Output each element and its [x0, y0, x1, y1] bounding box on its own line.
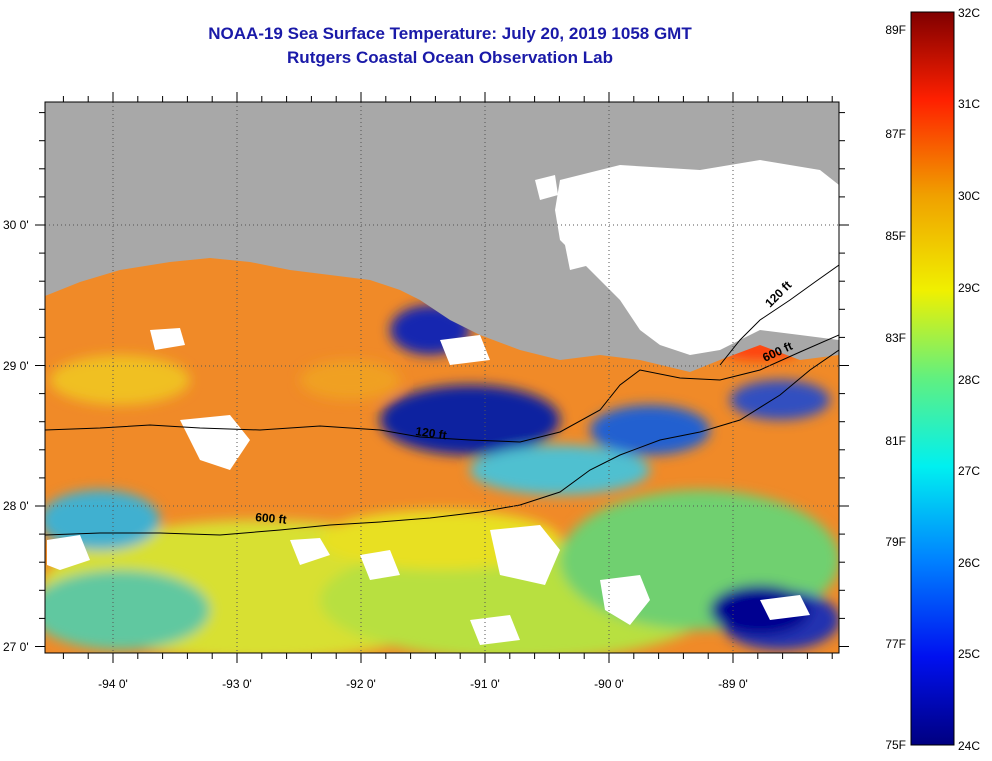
map-frame	[44, 101, 840, 654]
cloud-patch	[565, 240, 590, 270]
colorbar-c-label: 31C	[958, 97, 980, 111]
temperature-patch	[300, 360, 400, 400]
map-subtitle: Rutgers Coastal Ocean Observation Lab	[287, 48, 613, 67]
temperature-patch	[730, 380, 830, 420]
lat-label: 28 0'	[3, 499, 29, 513]
colorbar-f-label: 85F	[885, 229, 906, 243]
cloud-patch	[535, 175, 558, 200]
colorbar-c-label: 24C	[958, 739, 980, 753]
isobath-120ft-east	[719, 264, 839, 366]
lon-label: -89 0'	[718, 677, 748, 691]
lat-label: 29 0'	[3, 359, 29, 373]
lon-label: -90 0'	[594, 677, 624, 691]
colorbar-c-label: 29C	[958, 281, 980, 295]
isobath-120ft	[45, 334, 839, 443]
temperature-patch	[45, 570, 210, 650]
temperature-patch	[470, 445, 650, 495]
cloud-patch	[360, 550, 400, 580]
graticule	[45, 102, 839, 653]
marsh-cloud-area	[555, 160, 839, 355]
map-title: NOAA-19 Sea Surface Temperature: July 20…	[208, 24, 692, 43]
cloud-patch	[440, 335, 490, 365]
contour-label-600ft: 600 ft	[255, 510, 287, 527]
colorbar-c-label: 27C	[958, 464, 980, 478]
temperature-patch	[590, 405, 710, 455]
cloud-patch	[47, 535, 90, 570]
colorbar-f-label: 87F	[885, 127, 906, 141]
cloud-patch	[290, 538, 330, 565]
colorbar-c-label: 28C	[958, 373, 980, 387]
cloud-patch	[600, 575, 650, 625]
colorbar-f-label: 81F	[885, 434, 906, 448]
colorbar-f-label: 77F	[885, 637, 906, 651]
cloud-mask	[47, 328, 810, 645]
colorbar-f-label: 75F	[885, 738, 906, 752]
colorbar-c-label: 26C	[958, 556, 980, 570]
colorbar-c-label: 30C	[958, 189, 980, 203]
isobath-600ft	[45, 349, 839, 536]
cloud-patch	[150, 328, 185, 350]
cloud-patch	[470, 615, 520, 645]
cloud-patch	[490, 525, 560, 585]
colorbar-f-label: 89F	[885, 23, 906, 37]
sst-field	[45, 102, 839, 653]
temperature-patch	[50, 355, 190, 405]
lon-label: -94 0'	[98, 677, 128, 691]
contour-label-120ft: 120 ft	[415, 424, 448, 442]
colorbar	[910, 11, 955, 746]
lon-label: -93 0'	[222, 677, 252, 691]
temperature-patch	[380, 385, 560, 455]
colorbar-c-label: 25C	[958, 647, 980, 661]
cloud-patch	[760, 595, 810, 620]
colorbar-f-label: 79F	[885, 535, 906, 549]
lon-label: -92 0'	[346, 677, 376, 691]
lat-label: 30 0'	[3, 218, 29, 232]
colorbar-c-label: 32C	[958, 6, 980, 20]
lat-label: 27 0'	[3, 640, 29, 654]
lon-label: -91 0'	[470, 677, 500, 691]
colorbar-f-label: 83F	[885, 331, 906, 345]
axis-ticks	[35, 92, 849, 663]
temperature-patch	[45, 490, 160, 550]
